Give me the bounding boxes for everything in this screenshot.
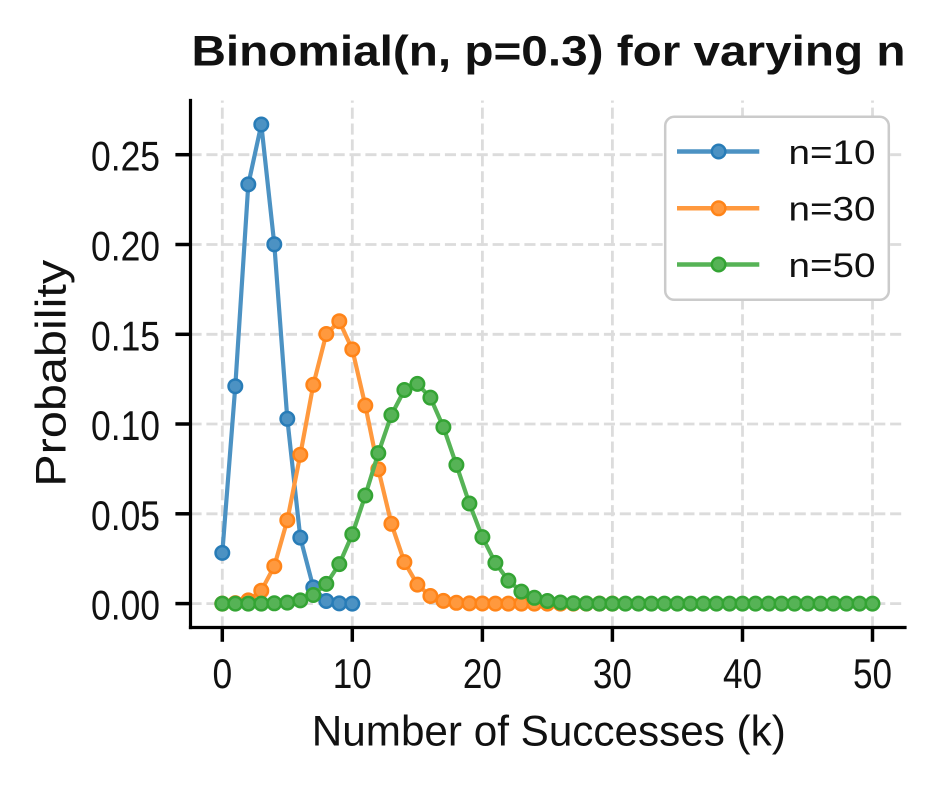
svg-text:0: 0 bbox=[212, 650, 232, 697]
svg-text:0.10: 0.10 bbox=[91, 402, 160, 449]
svg-text:Binomial(n, p=0.3) for varying: Binomial(n, p=0.3) for varying n bbox=[192, 29, 906, 76]
svg-text:n=30: n=30 bbox=[789, 191, 876, 229]
svg-text:0.25: 0.25 bbox=[91, 133, 160, 180]
svg-text:0.05: 0.05 bbox=[91, 492, 160, 539]
svg-text:50: 50 bbox=[853, 650, 892, 697]
svg-text:10: 10 bbox=[333, 650, 372, 697]
svg-text:0.20: 0.20 bbox=[91, 223, 160, 270]
svg-text:20: 20 bbox=[463, 650, 502, 697]
svg-text:Number of Successes (k): Number of Successes (k) bbox=[312, 707, 786, 755]
svg-text:n=50: n=50 bbox=[789, 247, 876, 285]
svg-text:30: 30 bbox=[593, 650, 632, 697]
svg-text:0.15: 0.15 bbox=[91, 312, 160, 359]
svg-text:n=10: n=10 bbox=[789, 134, 876, 172]
svg-text:40: 40 bbox=[723, 650, 762, 697]
svg-text:0.00: 0.00 bbox=[91, 582, 160, 629]
svg-text:Probability: Probability bbox=[28, 259, 76, 487]
